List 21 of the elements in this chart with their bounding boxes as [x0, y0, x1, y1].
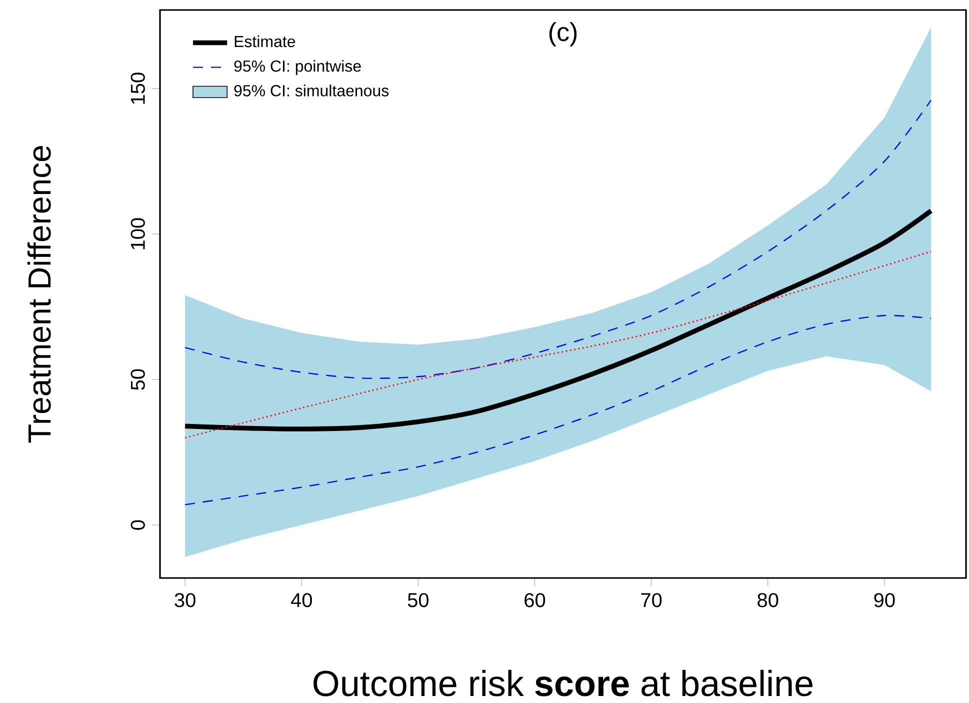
x-tick-label: 40 [290, 593, 312, 608]
line-series [184, 250, 932, 438]
y-tick-label: 150 [130, 72, 145, 104]
legend-label: 95% CI: pointwise [234, 60, 361, 75]
chart-title: (c) [549, 22, 577, 46]
legend-label: Estimate [234, 35, 296, 48]
x-tick-label: 90 [874, 593, 895, 608]
y-axis-title: Treatment Difference [27, 146, 51, 443]
y-tick-label: 50 [130, 369, 145, 390]
x-axis-title: Outcome risk score at baseline [314, 670, 812, 696]
y-tick-label: 100 [130, 218, 145, 250]
line-series [182, 208, 934, 432]
x-tick-label: 70 [641, 593, 662, 608]
line-series [184, 100, 932, 379]
x-tick-label: 80 [758, 593, 778, 608]
x-tick-label: 50 [408, 593, 429, 608]
x-tick-label: 30 [174, 593, 196, 608]
x-tick-label: 60 [524, 593, 546, 608]
line-series [184, 314, 932, 506]
legend-label: 95% CI: simultaenous [234, 84, 389, 96]
y-tick-label: 0 [130, 520, 145, 530]
